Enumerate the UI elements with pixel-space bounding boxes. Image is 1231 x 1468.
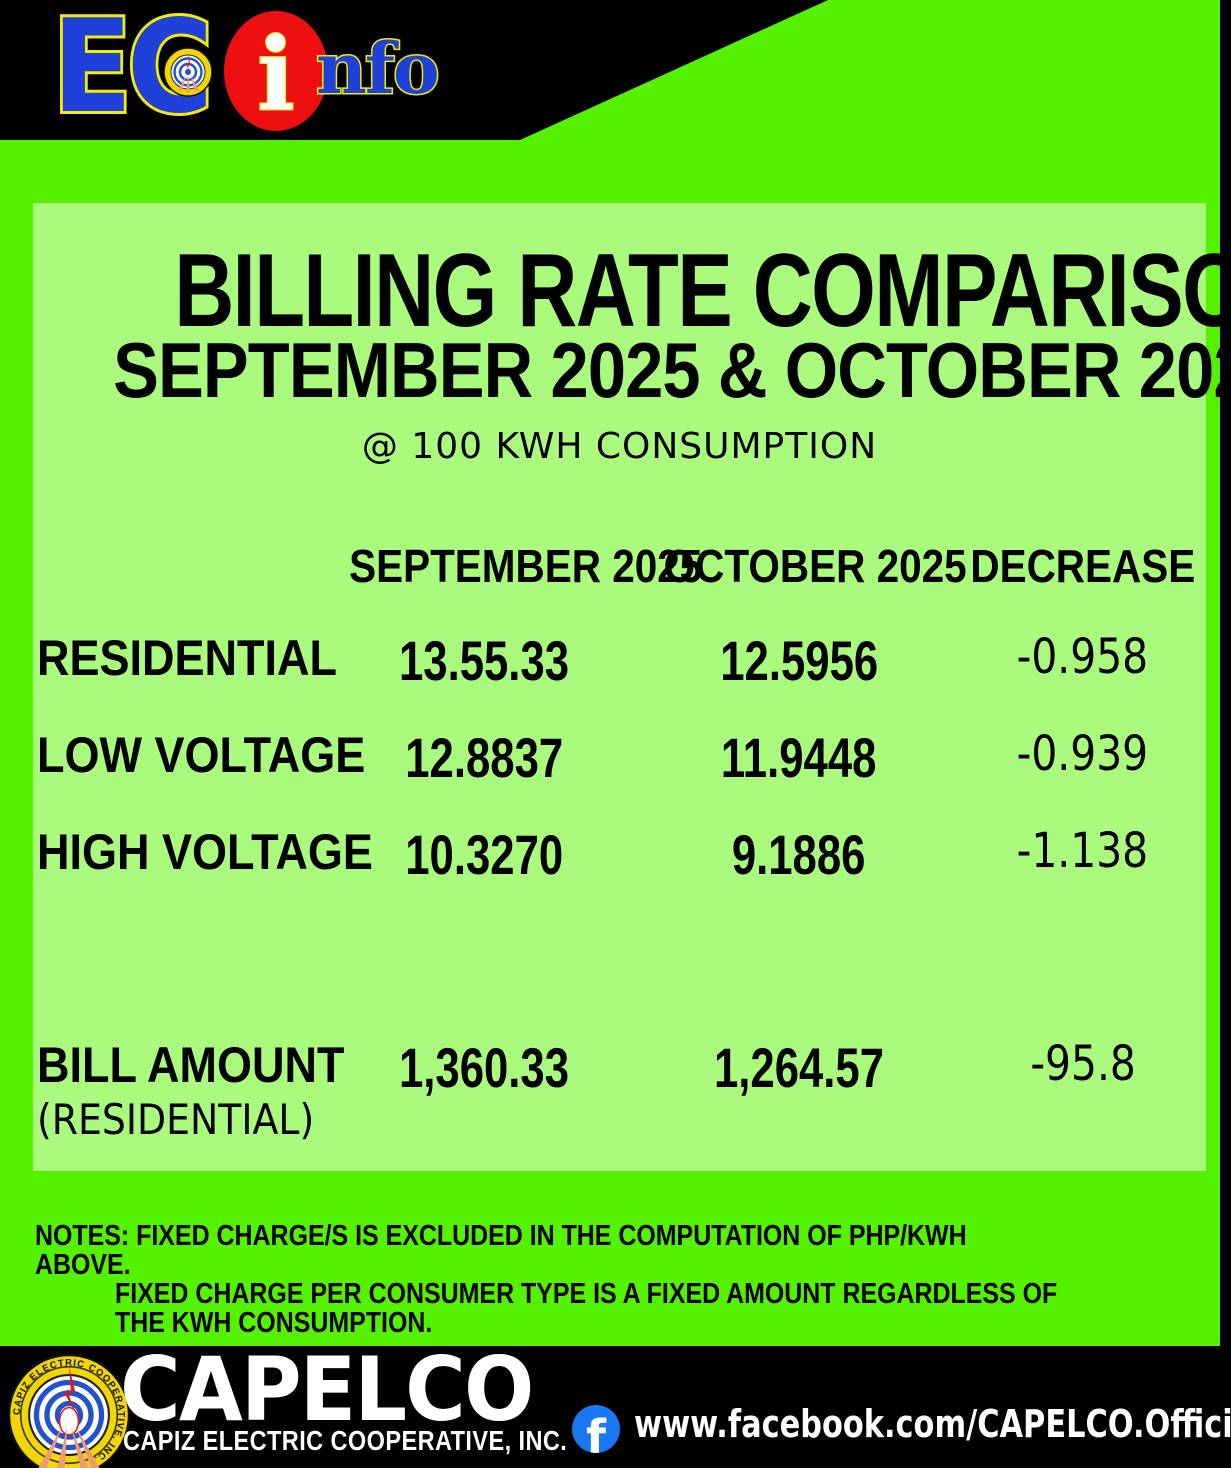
org-full-name: CAPIZ ELECTRIC COOPERATIVE, INC. xyxy=(123,1425,568,1456)
high-voltage-decrease-value: -1.138 xyxy=(1017,823,1149,879)
col-header-september: SEPTEMBER 2025 xyxy=(349,540,703,592)
row-label-bill-amount: BILL AMOUNT (RESIDENTIAL) xyxy=(37,1037,345,1144)
info-i-badge: i xyxy=(224,11,328,131)
footer-banner: CAPIZ ELECTRIC COOPERATIVE, INC. CAPELCO… xyxy=(0,1346,1231,1468)
info-i-letter: i xyxy=(256,15,296,133)
row-label-bill-amount-sub: (RESIDENTIAL) xyxy=(37,1095,315,1144)
residential-october-value: 12.5956 xyxy=(720,629,878,692)
residential-september-value: 13.55.33 xyxy=(398,629,570,692)
row-label-residential: RESIDENTIAL xyxy=(37,630,338,686)
bill-amount-decrease-value: -95.8 xyxy=(1030,1036,1136,1092)
notes-block: NOTES: FIXED CHARGE/S IS EXCLUDED IN THE… xyxy=(35,1222,1231,1338)
capelco-seal-icon: CAPIZ ELECTRIC COOPERATIVE, INC. xyxy=(8,1354,130,1468)
low-voltage-october-value: 11.9448 xyxy=(721,726,877,789)
low-voltage-september-value: 12.8837 xyxy=(405,726,563,789)
consumption-note: @ 100 KWH CONSUMPTION xyxy=(361,426,878,467)
facebook-url[interactable]: www.facebook.com/CAPELCO.Official xyxy=(634,1402,1231,1446)
high-voltage-september-value: 10.3270 xyxy=(405,823,563,886)
rates-table: SEPTEMBER 2025 OCTOBER 2025 DECREASE RES… xyxy=(33,543,1206,1141)
billing-panel: BILLING RATE COMPARISON SEPTEMBER 2025 &… xyxy=(33,203,1231,1171)
facebook-icon[interactable]: f xyxy=(572,1405,620,1453)
col-header-decrease: DECREASE xyxy=(970,540,1196,592)
row-label-low-voltage: LOW VOLTAGE xyxy=(37,727,366,783)
col-header-october: OCTOBER 2025 xyxy=(663,540,967,592)
capelco-seal-mini-icon xyxy=(163,47,213,97)
org-name: CAPELCO xyxy=(120,1338,534,1441)
notes-line-2: FIXED CHARGE PER CONSUMER TYPE IS A FIXE… xyxy=(115,1278,1058,1339)
bill-amount-october-value: 1,264.57 xyxy=(713,1036,885,1099)
residential-decrease-value: -0.958 xyxy=(1017,629,1149,685)
info-nfo-letters: nfo xyxy=(315,27,442,110)
page-subtitle: SEPTEMBER 2025 & OCTOBER 2025 xyxy=(113,326,1231,414)
page-title: BILLING RATE COMPARISON xyxy=(174,233,1231,349)
row-label-high-voltage: HIGH VOLTAGE xyxy=(37,824,373,880)
low-voltage-decrease-value: -0.939 xyxy=(1017,726,1149,782)
bill-amount-september-value: 1,360.33 xyxy=(398,1036,570,1099)
high-voltage-october-value: 9.1886 xyxy=(732,823,866,886)
right-edge-strip xyxy=(1220,0,1231,1468)
notes-line-1: NOTES: FIXED CHARGE/S IS EXCLUDED IN THE… xyxy=(35,1220,967,1281)
ec-info-logo: EC i nfo xyxy=(0,0,470,140)
